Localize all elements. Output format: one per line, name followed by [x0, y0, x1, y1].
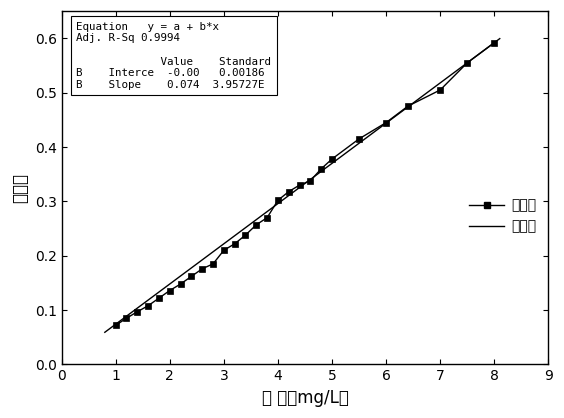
Text: Equation   y = a + b*x
Adj. R-Sq 0.9994

             Value    Standard
B    Int: Equation y = a + b*x Adj. R-Sq 0.9994 Va… [76, 22, 271, 90]
Y-axis label: 吸光度: 吸光度 [11, 173, 29, 203]
X-axis label: 浓 度（mg/L）: 浓 度（mg/L） [262, 389, 349, 407]
Legend: 实验値, 拟合値: 实验値, 拟合値 [464, 193, 541, 239]
